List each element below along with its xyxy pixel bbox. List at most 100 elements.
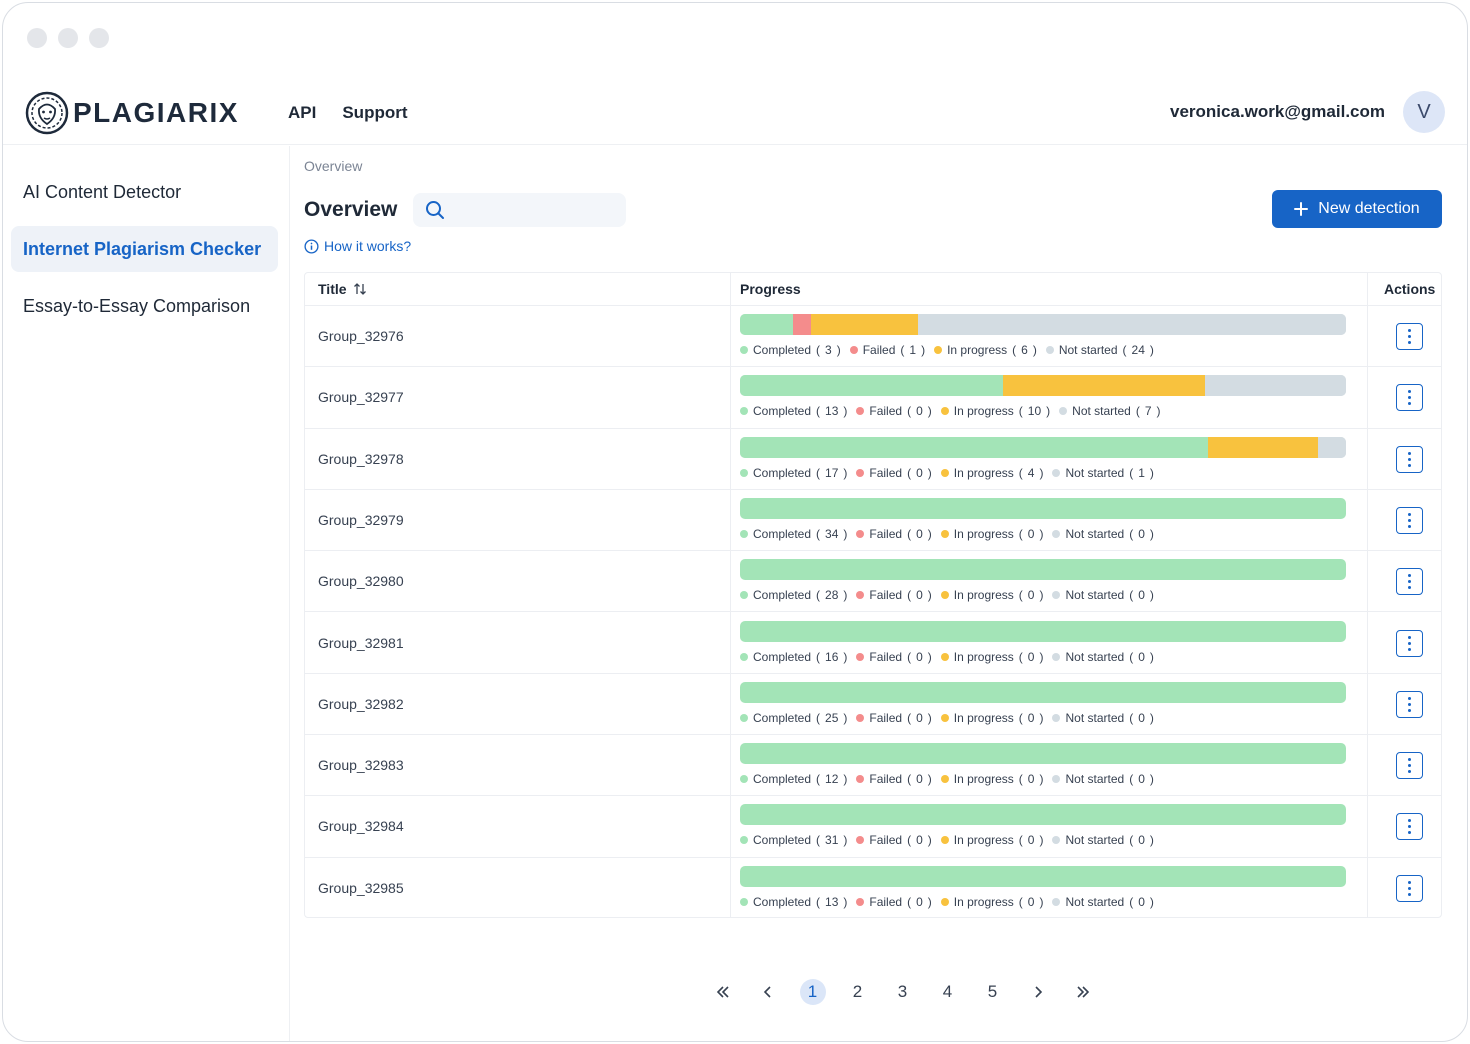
group-title[interactable]: Group_32978 (318, 450, 404, 467)
group-title[interactable]: Group_32984 (318, 818, 404, 835)
group-title[interactable]: Group_32981 (318, 634, 404, 651)
kebab-dot (1408, 580, 1411, 584)
table-row[interactable]: Group_32979 Completed (34) Failed (0) In pr… (305, 490, 1441, 552)
row-actions-button[interactable] (1396, 384, 1423, 412)
group-title[interactable]: Group_32977 (318, 389, 404, 406)
row-actions-button[interactable] (1396, 568, 1423, 596)
info-icon (304, 238, 319, 254)
nav-api-link[interactable]: API (288, 103, 317, 122)
pagination: 1 2 3 4 5 (700, 978, 1105, 1006)
plus-icon (1294, 202, 1309, 216)
row-actions-button[interactable] (1396, 752, 1423, 780)
group-title[interactable]: Group_32982 (318, 695, 404, 712)
brand-name: PLAGIARIX (73, 97, 239, 128)
next-page-button[interactable] (1015, 978, 1060, 1006)
row-actions-button[interactable] (1396, 813, 1423, 841)
brand-logo[interactable]: PLAGIARIX (25, 91, 239, 135)
legend-item-failed: Failed (0) (856, 833, 932, 847)
page-1-button[interactable]: 1 (790, 978, 835, 1006)
kebab-dot (1408, 518, 1411, 522)
table-row[interactable]: Group_32984 Completed (31) Failed (0) In pr… (305, 796, 1441, 858)
legend-label: In progress (953, 649, 1014, 664)
first-page-button[interactable] (700, 978, 745, 1006)
row-actions-button[interactable] (1396, 506, 1423, 534)
status-dot (856, 468, 865, 477)
status-dot (940, 407, 949, 416)
window-maximize-dot[interactable] (89, 28, 109, 48)
sidebar: AI Content Detector Internet Plagiarism … (3, 146, 290, 1041)
legend-label: Failed (869, 526, 903, 541)
legend-count: 0 (1138, 526, 1145, 541)
progress-segment-in-progress (811, 314, 919, 335)
kebab-dot (1408, 886, 1411, 890)
row-actions-button[interactable] (1396, 445, 1423, 473)
page-4-button[interactable]: 4 (925, 978, 970, 1006)
legend-label: Failed (869, 649, 903, 664)
kebab-dot (1408, 641, 1411, 645)
legend-label: Failed (869, 710, 903, 725)
group-title[interactable]: Group_32979 (318, 511, 404, 528)
status-dot (940, 529, 949, 538)
sort-icon[interactable] (353, 282, 367, 296)
group-title[interactable]: Group_32980 (318, 573, 404, 590)
new-detection-button[interactable]: New detection (1272, 190, 1442, 228)
legend-count: 3 (825, 343, 832, 357)
sidebar-item-essay-to-essay-comparison[interactable]: Essay-to-Essay Comparison (11, 283, 278, 329)
legend-count: 0 (1027, 833, 1035, 848)
legend-count: 0 (916, 526, 923, 541)
table-row[interactable]: Group_32978 Completed (17) Failed (0) In pr… (305, 429, 1441, 490)
legend-count: 0 (1027, 526, 1035, 541)
row-actions-button[interactable] (1396, 874, 1423, 902)
sidebar-item-internet-plagiarism-checker[interactable]: Internet Plagiarism Checker (11, 226, 278, 272)
table-row[interactable]: Group_32976 Completed (3) Failed (1) In pro… (305, 306, 1441, 368)
legend-count: 6 (1021, 343, 1028, 357)
row-actions-button[interactable] (1396, 323, 1423, 350)
search-input[interactable] (453, 202, 623, 218)
table-row[interactable]: Group_32977 Completed (13) Failed (0) In pr… (305, 367, 1441, 429)
page-numbers: 1 2 3 4 5 (790, 978, 1015, 1006)
title-column-header[interactable]: Title (318, 281, 367, 297)
group-title[interactable]: Group_32985 (318, 879, 404, 896)
prev-page-button[interactable] (745, 978, 790, 1006)
sidebar-item-ai-content-detector[interactable]: AI Content Detector (11, 169, 278, 215)
legend-item-failed: Failed (0) (856, 526, 932, 541)
user-menu[interactable]: veronica.work@gmail.com V (1170, 91, 1445, 133)
how-it-works-link[interactable]: How it works? (304, 238, 411, 254)
progress-legend: Completed (12) Failed (0) In progress (0) N… (740, 772, 1154, 786)
status-dot (856, 897, 865, 906)
window-close-dot[interactable] (27, 28, 47, 48)
status-dot (856, 407, 865, 416)
progress-legend: Completed (13) Failed (0) In progress (10)… (740, 404, 1161, 418)
search-box[interactable] (413, 193, 626, 227)
avatar[interactable]: V (1403, 91, 1445, 133)
legend-item-not-started: Not started (0) (1052, 588, 1154, 602)
lion-logo-icon (25, 91, 69, 135)
table-row[interactable]: Group_32985 Completed (13) Failed (0) In pr… (305, 858, 1441, 917)
table-row[interactable]: Group_32980 Completed (28) Failed (0) In pr… (305, 551, 1441, 613)
table-row[interactable]: Group_32981 Completed (16) Failed (0) In pr… (305, 613, 1441, 674)
page-2-button[interactable]: 2 (835, 978, 880, 1006)
legend-label: Not started (1065, 894, 1125, 909)
status-dot (1052, 652, 1061, 661)
breadcrumb[interactable]: Overview (304, 158, 363, 174)
row-actions-button[interactable] (1396, 690, 1423, 718)
progress-segment-completed (740, 497, 1346, 519)
page-3-button[interactable]: 3 (880, 978, 925, 1006)
kebab-dot (1408, 764, 1411, 768)
legend-label: Failed (869, 465, 903, 480)
kebab-dot (1408, 341, 1411, 344)
last-page-button[interactable] (1060, 978, 1105, 1006)
group-title[interactable]: Group_32976 (318, 328, 404, 344)
row-actions-button[interactable] (1396, 629, 1423, 657)
progress-segment-not-started (1204, 375, 1346, 397)
page-5-button[interactable]: 5 (970, 978, 1015, 1006)
nav-support-link[interactable]: Support (342, 103, 408, 122)
window-minimize-dot[interactable] (58, 28, 78, 48)
table-row[interactable]: Group_32983 Completed (12) Failed (0) In pr… (305, 735, 1441, 797)
legend-item-in-progress: In progress (0) (940, 711, 1043, 725)
legend-label: Failed (869, 588, 903, 603)
table-row[interactable]: Group_32982 Completed (25) Failed (0) In pr… (305, 674, 1441, 736)
group-title[interactable]: Group_32983 (318, 757, 404, 774)
progress-bar (740, 743, 1346, 765)
legend-label: Failed (869, 772, 903, 787)
